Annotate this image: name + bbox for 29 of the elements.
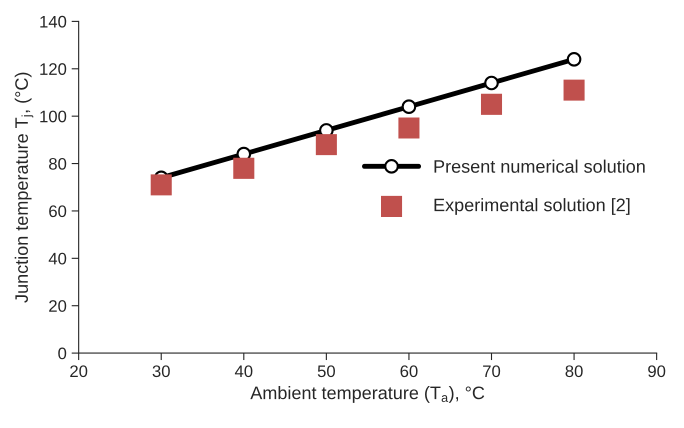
x-tick-label: 20	[70, 365, 88, 378]
y-tick-label: 60	[49, 205, 66, 218]
y-tick-label: 140	[40, 16, 66, 28]
x-tick-label: 80	[566, 365, 583, 378]
y-tick-label: 40	[48, 252, 66, 265]
legend-label: Present numerical solution	[434, 160, 645, 173]
y-tick-label: 100	[40, 110, 66, 122]
x-axis-title: Ambient temperature (T$_{a}$), °C	[250, 386, 484, 403]
point	[398, 117, 420, 139]
point	[564, 80, 585, 101]
point	[566, 52, 582, 67]
y-tick-label: 0	[58, 348, 66, 360]
point	[484, 76, 499, 90]
point	[233, 158, 254, 179]
x-tick-label: 50	[318, 365, 335, 378]
point	[150, 174, 172, 196]
point	[402, 99, 416, 114]
x-tick-label: 90	[648, 365, 666, 378]
y-tick-label: 80	[49, 158, 66, 170]
y-axis-title: Junction temperature T$_{j}$, (°C)	[14, 72, 34, 303]
x-tick-label: 70	[483, 365, 500, 378]
x-tick-label: 40	[234, 365, 252, 378]
point	[480, 94, 502, 115]
x-tick-label: 60	[400, 365, 418, 378]
x-tick-label: 30	[152, 365, 170, 378]
point	[316, 134, 337, 156]
y-tick-label: 20	[49, 300, 66, 312]
legend-label: Experimental solution [2]	[434, 198, 630, 215]
y-tick-label: 120	[40, 63, 66, 75]
